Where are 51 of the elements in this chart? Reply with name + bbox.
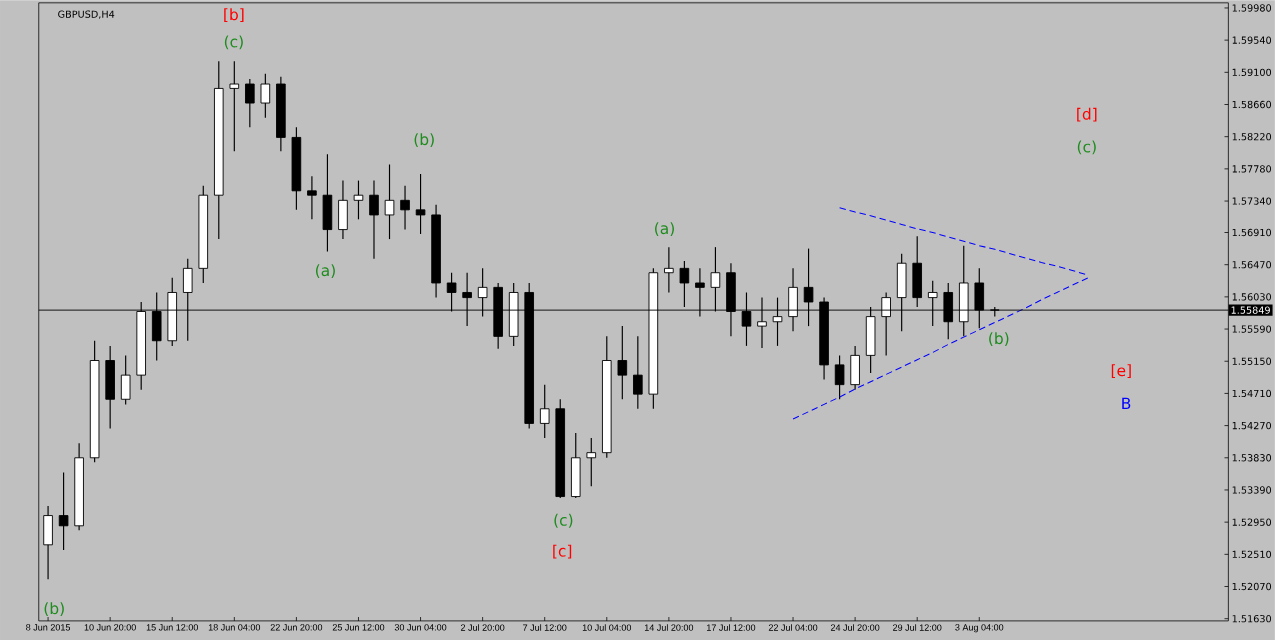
x-tick-label: 17 Jul 12:00 xyxy=(707,624,756,631)
x-tick-label: 7 Jul 12:00 xyxy=(523,624,567,631)
y-tick-label: 1.56030 xyxy=(1232,293,1272,301)
annotation: [c] xyxy=(553,544,572,559)
y-tick-label: 1.52070 xyxy=(1232,582,1272,591)
y-tick-label: 1.56470 xyxy=(1232,260,1272,269)
annotation: (a) xyxy=(315,264,335,278)
x-tick-label: 22 Jul 04:00 xyxy=(768,624,818,631)
x-tick-label: 8 Jun 2015 xyxy=(26,624,71,631)
annotation: (b) xyxy=(414,133,434,147)
y-tick-label: 1.59540 xyxy=(1232,36,1272,44)
y-tick-label: 1.52510 xyxy=(1232,550,1272,558)
x-tick-label: 18 Jun 04:00 xyxy=(208,624,261,631)
annotation: (c) xyxy=(554,513,573,528)
y-tick-label: 1.53830 xyxy=(1232,453,1272,462)
y-tick-label: 1.59980 xyxy=(1232,4,1272,12)
x-tick-label: 14 Jul 20:00 xyxy=(644,624,694,631)
annotation: B xyxy=(1122,397,1131,409)
y-tick-label: 1.58220 xyxy=(1232,132,1272,141)
x-tick-label: 10 Jul 04:00 xyxy=(582,624,632,631)
x-tick-label: 15 Jun 12:00 xyxy=(146,624,199,631)
y-tick-label: 1.54710 xyxy=(1232,389,1272,397)
x-tick-label: 10 Jun 20:00 xyxy=(84,624,136,631)
y-tick-label: 1.56910 xyxy=(1232,228,1272,237)
annotation: (c) xyxy=(224,35,243,50)
x-tick-label: 22 Jun 20:00 xyxy=(270,624,323,631)
y-tick-label: 1.58660 xyxy=(1232,100,1272,109)
x-tick-label: 29 Jul 12:00 xyxy=(893,624,942,631)
y-tick-label: 1.57780 xyxy=(1232,165,1272,173)
y-tick-label: 1.51630 xyxy=(1232,614,1272,623)
y-tick-label: 1.55590 xyxy=(1232,325,1272,333)
annotation: (c) xyxy=(1077,140,1096,155)
annotation: [b] xyxy=(224,8,244,22)
annotation: [d] xyxy=(1077,107,1097,122)
annotation: (b) xyxy=(989,332,1009,346)
x-tick-label: 25 Jun 12:00 xyxy=(332,624,385,631)
annotation: (b) xyxy=(44,602,64,616)
y-tick-label: 1.52950 xyxy=(1232,518,1272,526)
y-tick-label: 1.53390 xyxy=(1232,486,1272,494)
x-tick-label: 30 Jun 04:00 xyxy=(394,624,447,631)
y-tick-label: 1.54270 xyxy=(1232,421,1272,430)
annotation: [e] xyxy=(1111,364,1131,378)
text: GBPUSD,H4 xyxy=(58,10,115,19)
ref-line-label: 1.55849 xyxy=(1231,306,1270,314)
x-tick-label: 2 Jul 20:00 xyxy=(460,624,505,631)
y-tick-label: 1.55150 xyxy=(1232,357,1272,365)
y-tick-label: 1.59100 xyxy=(1232,68,1272,76)
y-tick-label: 1.57340 xyxy=(1232,197,1272,205)
x-tick-label: 3 Aug 04:00 xyxy=(955,624,1004,633)
annotation: (a) xyxy=(655,222,674,236)
x-tick-label: 24 Jul 20:00 xyxy=(830,624,880,631)
